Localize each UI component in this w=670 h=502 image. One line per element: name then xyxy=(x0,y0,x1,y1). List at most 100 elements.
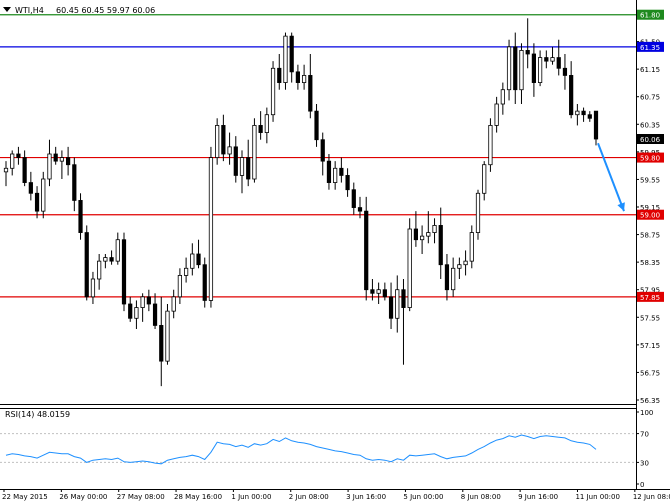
candle-body-bearish xyxy=(152,303,158,326)
candle xyxy=(183,257,189,283)
candle-body-bearish xyxy=(382,289,387,298)
candle xyxy=(351,182,356,215)
candle-body-bullish xyxy=(432,225,437,233)
time-tick-label: 1 Jun 00:00 xyxy=(231,493,271,501)
candle xyxy=(10,150,15,176)
candle-body-bullish xyxy=(469,232,474,262)
candle xyxy=(140,293,145,322)
candle xyxy=(165,304,170,365)
candle-body-bullish xyxy=(97,260,102,280)
candle-body-bearish xyxy=(345,175,350,191)
candle-body-bearish xyxy=(388,296,394,319)
candle xyxy=(370,279,375,301)
price-tick-label: 60.75 xyxy=(640,94,660,102)
candle-body-bearish xyxy=(22,157,27,183)
rsi-tick-label: 30 xyxy=(640,459,649,467)
candle xyxy=(53,146,58,165)
candle xyxy=(171,289,176,319)
candle-body-bearish xyxy=(258,125,263,133)
candle xyxy=(121,232,127,312)
candle xyxy=(500,82,505,115)
price-level-badge-label: 59.00 xyxy=(640,212,660,220)
candle xyxy=(419,225,425,254)
candle xyxy=(426,211,431,244)
candle-body-bullish xyxy=(165,310,170,362)
candle xyxy=(494,96,499,133)
price-tick-label: 58.35 xyxy=(640,259,660,267)
candle xyxy=(47,139,52,187)
candle-body-bearish xyxy=(581,110,586,116)
chart-symbol-label: WTI,H4 xyxy=(15,6,44,15)
candle xyxy=(531,43,537,97)
candle xyxy=(513,32,518,104)
candle-body-bearish xyxy=(65,157,71,166)
time-tick-label: 11 Jun 00:00 xyxy=(575,493,619,501)
candle xyxy=(382,282,387,301)
candle xyxy=(413,211,419,247)
candle-body-bearish xyxy=(308,75,313,112)
price-tick-label: 59.55 xyxy=(640,176,660,184)
candle xyxy=(115,232,120,265)
rsi-panel: 100 70 30 0 xyxy=(0,409,653,489)
price-tick-label: 57.55 xyxy=(640,314,660,322)
candle xyxy=(482,161,487,201)
candle-body-bullish xyxy=(488,125,493,166)
candle xyxy=(134,300,139,329)
candle-body-bearish xyxy=(351,189,356,208)
candle-body-bullish xyxy=(90,278,96,298)
current-price-badge xyxy=(637,134,664,144)
price-candles xyxy=(3,18,599,387)
candle xyxy=(90,271,96,304)
candle-body-bullish xyxy=(270,67,276,116)
candle xyxy=(469,225,474,269)
candle xyxy=(252,118,257,183)
price-axis-ticks: 61.9561.5061.1560.7560.3559.9559.5559.15… xyxy=(636,11,660,405)
candle xyxy=(177,268,183,304)
candle-body-bearish xyxy=(289,35,294,73)
candle-body-bullish xyxy=(451,267,456,291)
candle-body-bearish xyxy=(370,289,375,294)
candle-body-bearish xyxy=(438,225,443,266)
candle-body-bullish xyxy=(395,289,400,319)
price-level-badge xyxy=(637,41,664,52)
axes xyxy=(0,0,670,490)
candle-body-bullish xyxy=(537,57,543,83)
price-level-badge xyxy=(637,291,664,302)
candle-body-bearish xyxy=(326,160,332,183)
candle xyxy=(159,296,164,387)
candle xyxy=(444,254,450,301)
candle-body-bearish xyxy=(202,264,207,301)
candle xyxy=(295,64,301,90)
rsi-tick-label: 70 xyxy=(640,431,649,439)
candle xyxy=(28,171,33,201)
candle-body-bullish xyxy=(171,296,176,312)
candle xyxy=(72,157,77,212)
candle-body-bullish xyxy=(103,257,108,262)
time-tick-label: 26 May 00:00 xyxy=(59,493,107,501)
candle xyxy=(65,146,71,176)
candle-body-bearish xyxy=(233,146,238,176)
candle xyxy=(221,114,226,162)
candle xyxy=(556,39,561,76)
forecast-arrow-shaft xyxy=(597,142,625,212)
price-tick-label: 61.15 xyxy=(640,66,660,74)
chart-menu-triangle-icon[interactable] xyxy=(3,7,11,12)
candle xyxy=(258,111,263,140)
candle-body-bearish xyxy=(121,239,127,305)
candle-body-bearish xyxy=(364,210,369,291)
candle-body-bearish xyxy=(556,57,561,69)
price-level-badge xyxy=(637,9,664,20)
candle xyxy=(208,146,214,308)
candle xyxy=(569,61,574,119)
chart-ohlc-readout: 60.45 60.45 59.97 60.06 xyxy=(56,6,155,15)
candle-body-bearish xyxy=(295,71,301,83)
candle-body-bullish xyxy=(333,167,338,183)
candle xyxy=(451,257,456,297)
candle-body-bullish xyxy=(59,157,65,162)
time-tick-label: 5 Jun 00:00 xyxy=(403,493,443,501)
candle-body-bullish xyxy=(264,114,269,133)
candle-body-bullish xyxy=(463,260,468,266)
candle xyxy=(345,168,350,197)
time-tick-label: 3 Jun 16:00 xyxy=(346,493,386,501)
